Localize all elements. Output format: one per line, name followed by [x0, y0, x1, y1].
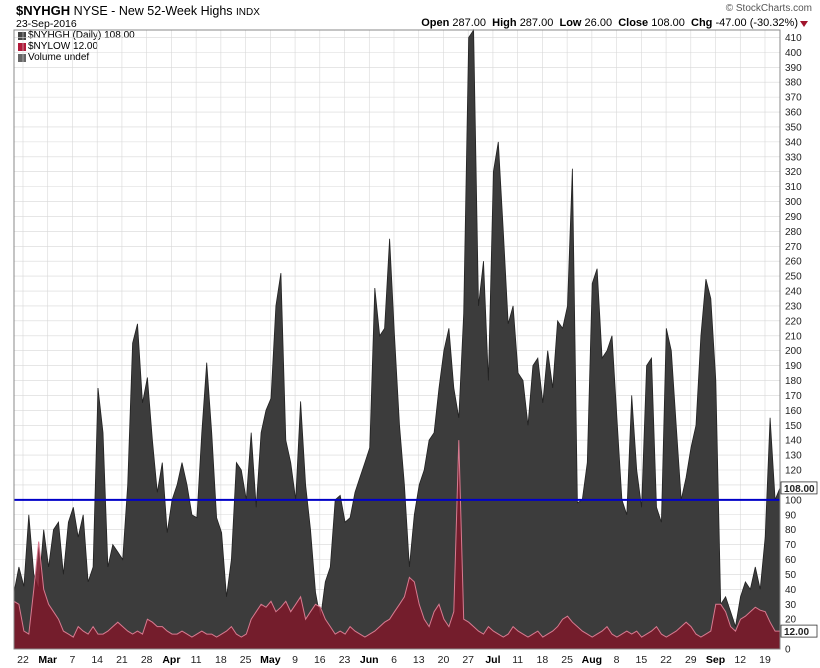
x-tick-label: 27	[462, 654, 474, 666]
chart-legend: $NYHGH (Daily) 108.00 $NYLOW 12.00 Volum…	[18, 30, 135, 63]
x-tick-label: 11	[191, 654, 202, 666]
last-high-badge: 108.00	[784, 484, 815, 495]
y-tick-label: 410	[785, 33, 802, 44]
x-tick-label: Mar	[38, 654, 57, 666]
y-tick-label: 40	[785, 585, 797, 596]
x-tick-label: 22	[660, 654, 672, 666]
x-tick-label: 23	[339, 654, 351, 666]
y-tick-label: 100	[785, 495, 802, 506]
area-swatch-icon	[18, 42, 26, 51]
y-tick-label: 80	[785, 525, 797, 536]
y-tick-label: 90	[785, 510, 797, 521]
y-tick-label: 60	[785, 555, 797, 566]
ohlc-summary: Open 287.00 High 287.00 Low 26.00 Close …	[421, 17, 798, 29]
last-high-badge-box	[780, 481, 818, 495]
y-tick-label: 360	[785, 108, 802, 119]
x-tick-label: 11	[512, 654, 523, 666]
chart-date: 23-Sep-2016	[16, 18, 77, 30]
y-tick-label: 220	[785, 316, 802, 327]
x-tick-label: 8	[614, 654, 620, 666]
y-tick-label: 20	[785, 615, 797, 626]
y-tick-label: 230	[785, 301, 802, 312]
x-tick-label: 18	[215, 654, 227, 666]
volume-bars-icon	[18, 53, 26, 62]
y-tick-label: 170	[785, 391, 802, 402]
y-tick-label: 180	[785, 376, 802, 387]
x-tick-label: 20	[438, 654, 450, 666]
x-tick-label: 28	[141, 654, 153, 666]
y-tick-label: 310	[785, 182, 802, 193]
y-tick-label: 190	[785, 361, 802, 372]
x-tick-label: Jun	[360, 654, 379, 666]
nyhgh-area	[13, 28, 781, 650]
stockcharts-brand: © StockCharts.com	[725, 3, 812, 14]
y-tick-label: 210	[785, 331, 802, 342]
plot-frame	[13, 29, 781, 650]
legend-item-nyhgh: $NYHGH (Daily) 108.00	[18, 30, 135, 41]
y-tick-label: 150	[785, 421, 802, 432]
x-tick-label: 6	[391, 654, 397, 666]
x-tick-label: 29	[685, 654, 697, 666]
y-tick-label: 200	[785, 346, 802, 357]
y-axis: 0102030405060708090100110120130140150160…	[785, 33, 802, 656]
series-areas	[13, 28, 781, 650]
x-tick-label: Sep	[706, 654, 725, 666]
x-tick-label: 16	[314, 654, 326, 666]
y-tick-label: 320	[785, 167, 802, 178]
y-tick-label: 370	[785, 93, 802, 104]
y-tick-label: 300	[785, 197, 802, 208]
legend-item-nylow: $NYLOW 12.00	[18, 41, 135, 52]
y-tick-label: 70	[785, 540, 797, 551]
legend-item-volume: Volume undef	[18, 52, 135, 63]
y-tick-label: 30	[785, 600, 797, 611]
y-tick-label: 330	[785, 152, 802, 163]
x-tick-label: 12	[734, 654, 746, 666]
y-tick-label: 400	[785, 48, 802, 59]
x-tick-label: 22	[17, 654, 29, 666]
y-tick-label: 140	[785, 436, 802, 447]
last-value-badges: 108.00 12.00	[780, 481, 818, 638]
y-tick-label: 290	[785, 212, 802, 223]
chart-title: $NYHGH NYSE - New 52-Week Highs INDX	[16, 3, 260, 18]
x-tick-label: 15	[635, 654, 647, 666]
x-tick-label: Jul	[485, 654, 500, 666]
y-tick-label: 350	[785, 122, 802, 133]
y-tick-label: 270	[785, 242, 802, 253]
x-tick-label: 9	[292, 654, 298, 666]
x-tick-label: 21	[116, 654, 128, 666]
area-swatch-icon	[18, 31, 26, 40]
x-tick-label: 25	[561, 654, 573, 666]
y-tick-label: 260	[785, 257, 802, 268]
y-tick-label: 120	[785, 466, 802, 477]
y-tick-label: 130	[785, 451, 802, 462]
y-tick-label: 340	[785, 137, 802, 148]
x-tick-label: 7	[70, 654, 76, 666]
x-axis: 22 Mar 7 14 21 28 Apr 11 18 25 May 9 16 23 Jun 6 13 20 27 J…	[17, 654, 771, 666]
x-tick-label: May	[260, 654, 281, 666]
x-tick-label: 25	[240, 654, 252, 666]
y-tick-label: 250	[785, 272, 802, 283]
y-tick-label: 240	[785, 287, 802, 298]
x-tick-label: Apr	[162, 654, 180, 666]
x-tick-label: 13	[413, 654, 425, 666]
x-tick-label: Aug	[582, 654, 602, 666]
y-tick-label: 50	[785, 570, 797, 581]
y-tick-label: 0	[785, 645, 791, 656]
y-tick-label: 280	[785, 227, 802, 238]
y-tick-label: 380	[785, 78, 802, 89]
y-tick-label: 160	[785, 406, 802, 417]
x-tick-label: 18	[537, 654, 549, 666]
x-tick-label: 14	[91, 654, 103, 666]
y-tick-label: 390	[785, 63, 802, 74]
x-tick-label: 19	[759, 654, 771, 666]
change-down-arrow-icon	[800, 21, 808, 27]
last-low-badge-box	[780, 624, 818, 638]
nylow-area	[13, 440, 781, 650]
last-low-badge: 12.00	[784, 627, 809, 638]
